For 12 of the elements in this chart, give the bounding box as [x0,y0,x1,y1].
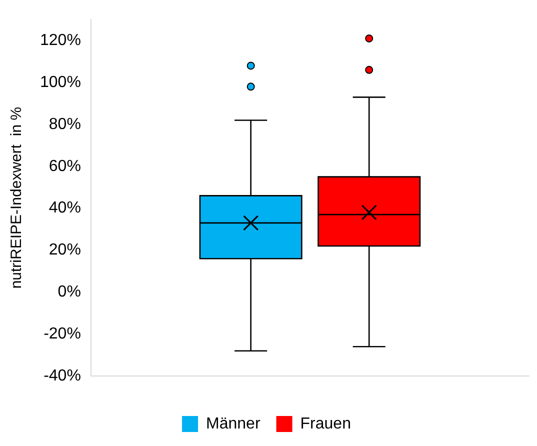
y-axis-title: nutriREIPE-Indexwert in % [8,106,26,289]
legend-label: Männer [206,415,261,432]
y-tick-label: 0% [58,284,81,301]
y-tick-label: 60% [48,158,81,175]
y-tick-label: 120% [40,32,81,49]
y-tick-label: 100% [40,74,81,91]
y-tick-label: 20% [48,242,81,259]
legend-label: Frauen [300,415,351,432]
y-tick-label: 80% [48,116,81,133]
y-tick-label: -40% [44,367,81,384]
y-tick-label: -20% [44,325,81,342]
y-tick-label: 40% [48,200,81,217]
